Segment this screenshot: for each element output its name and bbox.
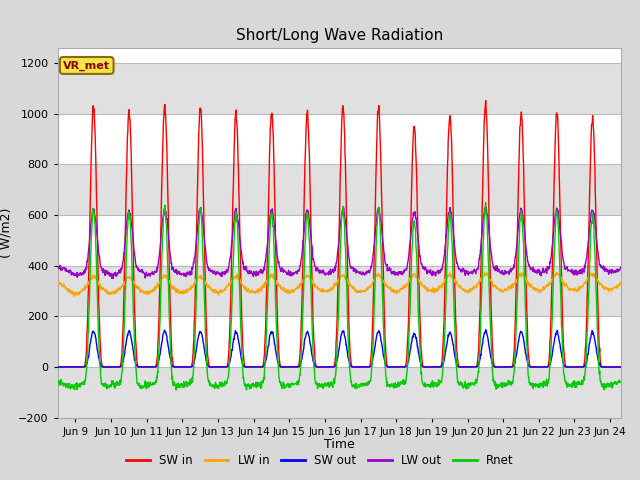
LW in [483, 270, 490, 276]
LW in [617, 280, 625, 286]
Bar [58, 266, 621, 316]
Legend: SW in, LW in, SW out, LW out, Rnet: SW in, LW in, SW out, LW out, Rnet [122, 449, 518, 472]
Line: Rnet: Rnet [58, 203, 621, 390]
LW out [72, 272, 79, 278]
SW out [479, 340, 486, 346]
LW out [424, 268, 432, 274]
LW in [356, 288, 364, 294]
Rnet [356, 383, 364, 389]
Title: Short/Long Wave Radiation: Short/Long Wave Radiation [236, 28, 443, 43]
Bar [58, 215, 621, 266]
SW out [54, 364, 61, 370]
Bar [58, 63, 621, 114]
SW out [356, 364, 364, 370]
LW out [108, 276, 116, 281]
LW out [617, 264, 625, 270]
SW out [72, 364, 79, 370]
LW in [291, 287, 298, 293]
Rnet [424, 384, 432, 389]
Rnet [54, 381, 61, 387]
Rnet [617, 379, 625, 385]
SW out [291, 364, 298, 370]
SW in [482, 97, 490, 103]
LW in [479, 273, 487, 279]
Bar [58, 367, 621, 418]
SW out [424, 364, 431, 370]
SW in [54, 364, 61, 370]
SW out [617, 364, 625, 370]
LW out [54, 265, 61, 271]
SW in [479, 179, 486, 185]
Text: VR_met: VR_met [63, 60, 110, 71]
Rnet [172, 387, 180, 393]
Bar [58, 114, 621, 165]
SW out [482, 327, 490, 333]
Rnet [291, 381, 298, 387]
LW out [198, 214, 206, 220]
LW out [291, 270, 298, 276]
SW in [198, 123, 205, 129]
Rnet [72, 381, 79, 387]
SW in [617, 364, 625, 370]
LW out [356, 269, 364, 275]
X-axis label: Time: Time [324, 438, 355, 451]
LW in [70, 293, 78, 299]
Rnet [479, 241, 487, 247]
Line: SW out: SW out [58, 330, 621, 367]
SW in [291, 364, 298, 370]
LW in [54, 282, 61, 288]
LW out [483, 204, 490, 210]
Rnet [198, 228, 206, 233]
SW in [424, 364, 431, 370]
Y-axis label: ( W/m2): ( W/m2) [0, 208, 13, 258]
Line: LW out: LW out [58, 207, 621, 278]
Line: LW in: LW in [58, 273, 621, 296]
LW in [424, 288, 432, 293]
LW out [479, 216, 487, 222]
SW in [356, 364, 364, 370]
LW in [72, 291, 79, 297]
SW out [198, 331, 205, 336]
Rnet [482, 200, 490, 205]
Line: SW in: SW in [58, 100, 621, 367]
SW in [72, 364, 79, 370]
Bar [58, 316, 621, 367]
LW in [198, 276, 206, 282]
Bar [58, 165, 621, 215]
